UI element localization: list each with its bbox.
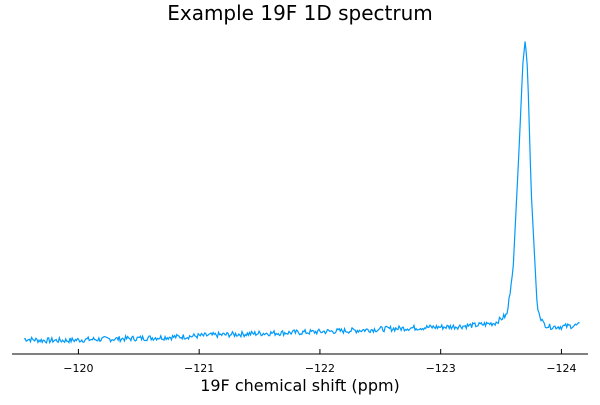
chart-title: Example 19F 1D spectrum — [167, 1, 433, 25]
x-tick-label: −124 — [546, 362, 576, 375]
spectrum-line — [23, 41, 580, 345]
x-tick-label: −120 — [63, 362, 93, 375]
x-tick-label: −122 — [305, 362, 335, 375]
x-axis-label: 19F chemical shift (ppm) — [200, 376, 400, 395]
x-axis-ticks: −120 −121 −122 −123 −124 — [63, 349, 577, 375]
x-tick-label: −121 — [184, 362, 214, 375]
x-tick-label: −123 — [426, 362, 456, 375]
